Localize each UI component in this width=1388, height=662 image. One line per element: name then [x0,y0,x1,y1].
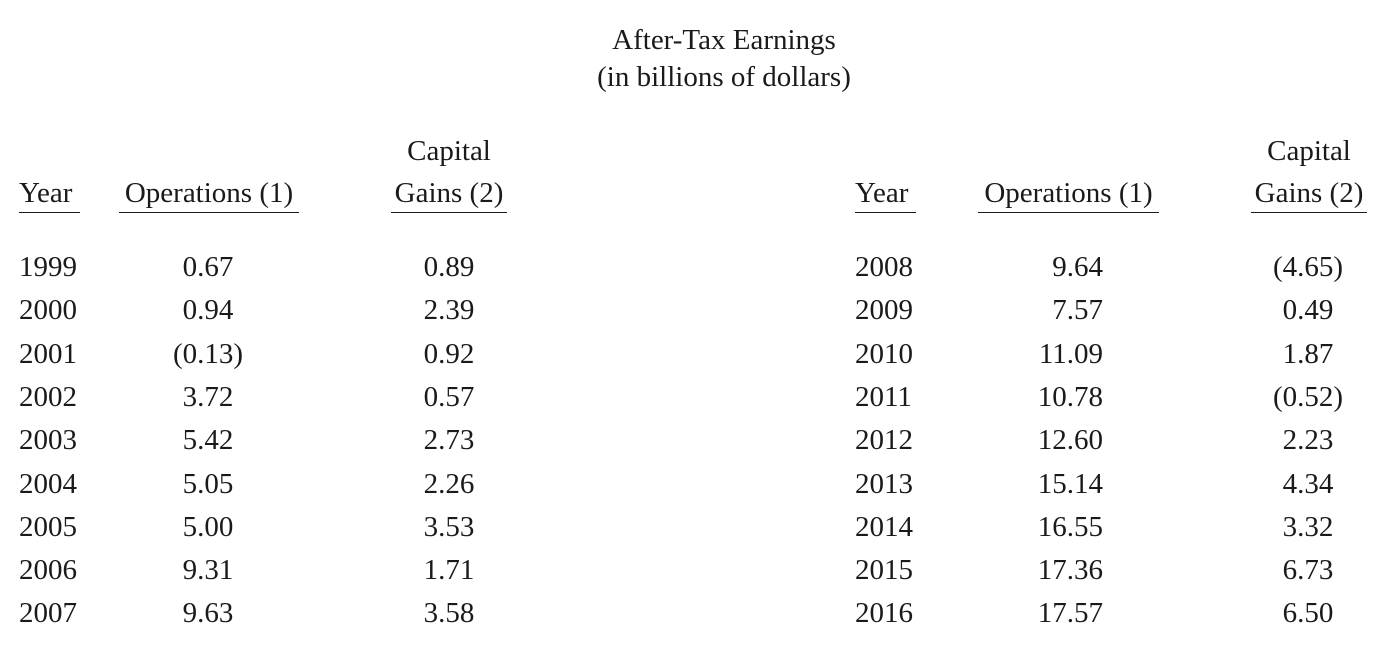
table-title: After-Tax Earnings [612,24,836,56]
right-gains-header: Gains (2) [1254,177,1364,209]
year-cell: 2001 [19,338,77,370]
year-cell: 2014 [855,511,913,543]
right-year-underline [855,212,916,213]
operations-cell: 0.94 [182,294,234,326]
operations-cell: 0.67 [182,251,234,283]
capital-gains-cell: 4.34 [1282,468,1334,500]
capital-gains-cell: 6.50 [1282,597,1334,629]
operations-cell: (0.13) [172,338,244,370]
capital-gains-cell: 2.73 [423,424,475,456]
operations-cell: 5.00 [182,511,234,543]
left-year-header: Year [19,177,73,209]
right-capital-header: Capital [1267,135,1351,167]
operations-cell: 5.42 [182,424,234,456]
year-cell: 2003 [19,424,77,456]
operations-cell: 17.36 [1037,554,1103,586]
left-operations-underline [119,212,299,213]
operations-cell: 15.14 [1037,468,1103,500]
capital-gains-cell: 2.26 [423,468,475,500]
right-gains-underline [1251,212,1367,213]
operations-cell: 12.60 [1037,424,1103,456]
capital-gains-cell: 3.58 [423,597,475,629]
year-cell: 2006 [19,554,77,586]
capital-gains-cell: 0.49 [1282,294,1334,326]
year-cell: 2011 [855,381,912,413]
right-operations-underline [978,212,1159,213]
operations-cell: 16.55 [1037,511,1103,543]
year-cell: 2013 [855,468,913,500]
capital-gains-cell: 2.39 [423,294,475,326]
capital-gains-cell: 1.87 [1282,338,1334,370]
year-cell: 2010 [855,338,913,370]
left-capital-header: Capital [407,135,491,167]
operations-cell: 3.72 [182,381,234,413]
operations-cell: 9.31 [182,554,234,586]
year-cell: 2004 [19,468,77,500]
operations-cell: 9.64 [1052,251,1103,283]
year-cell: 2012 [855,424,913,456]
right-year-header: Year [855,177,909,209]
operations-cell: 5.05 [182,468,234,500]
operations-cell: 7.57 [1052,294,1103,326]
capital-gains-cell: 1.71 [423,554,475,586]
capital-gains-cell: 0.57 [423,381,475,413]
capital-gains-cell: 0.89 [423,251,475,283]
right-operations-header: Operations (1) [984,177,1153,209]
operations-cell: 9.63 [182,597,234,629]
capital-gains-cell: 3.53 [423,511,475,543]
year-cell: 2005 [19,511,77,543]
capital-gains-cell: (0.52) [1272,381,1344,413]
capital-gains-cell: (4.65) [1272,251,1344,283]
year-cell: 2007 [19,597,77,629]
capital-gains-cell: 0.92 [423,338,475,370]
year-cell: 2009 [855,294,913,326]
year-cell: 2016 [855,597,913,629]
operations-cell: 11.09 [1038,338,1103,370]
year-cell: 2000 [19,294,77,326]
table-subtitle: (in billions of dollars) [597,61,851,93]
left-gains-underline [391,212,507,213]
operations-cell: 10.78 [1037,381,1103,413]
year-cell: 1999 [19,251,77,283]
capital-gains-cell: 6.73 [1282,554,1334,586]
year-cell: 2015 [855,554,913,586]
left-gains-header: Gains (2) [394,177,504,209]
capital-gains-cell: 3.32 [1282,511,1334,543]
left-year-underline [19,212,80,213]
year-cell: 2008 [855,251,913,283]
capital-gains-cell: 2.23 [1282,424,1334,456]
year-cell: 2002 [19,381,77,413]
operations-cell: 17.57 [1037,597,1103,629]
left-operations-header: Operations (1) [124,177,294,209]
